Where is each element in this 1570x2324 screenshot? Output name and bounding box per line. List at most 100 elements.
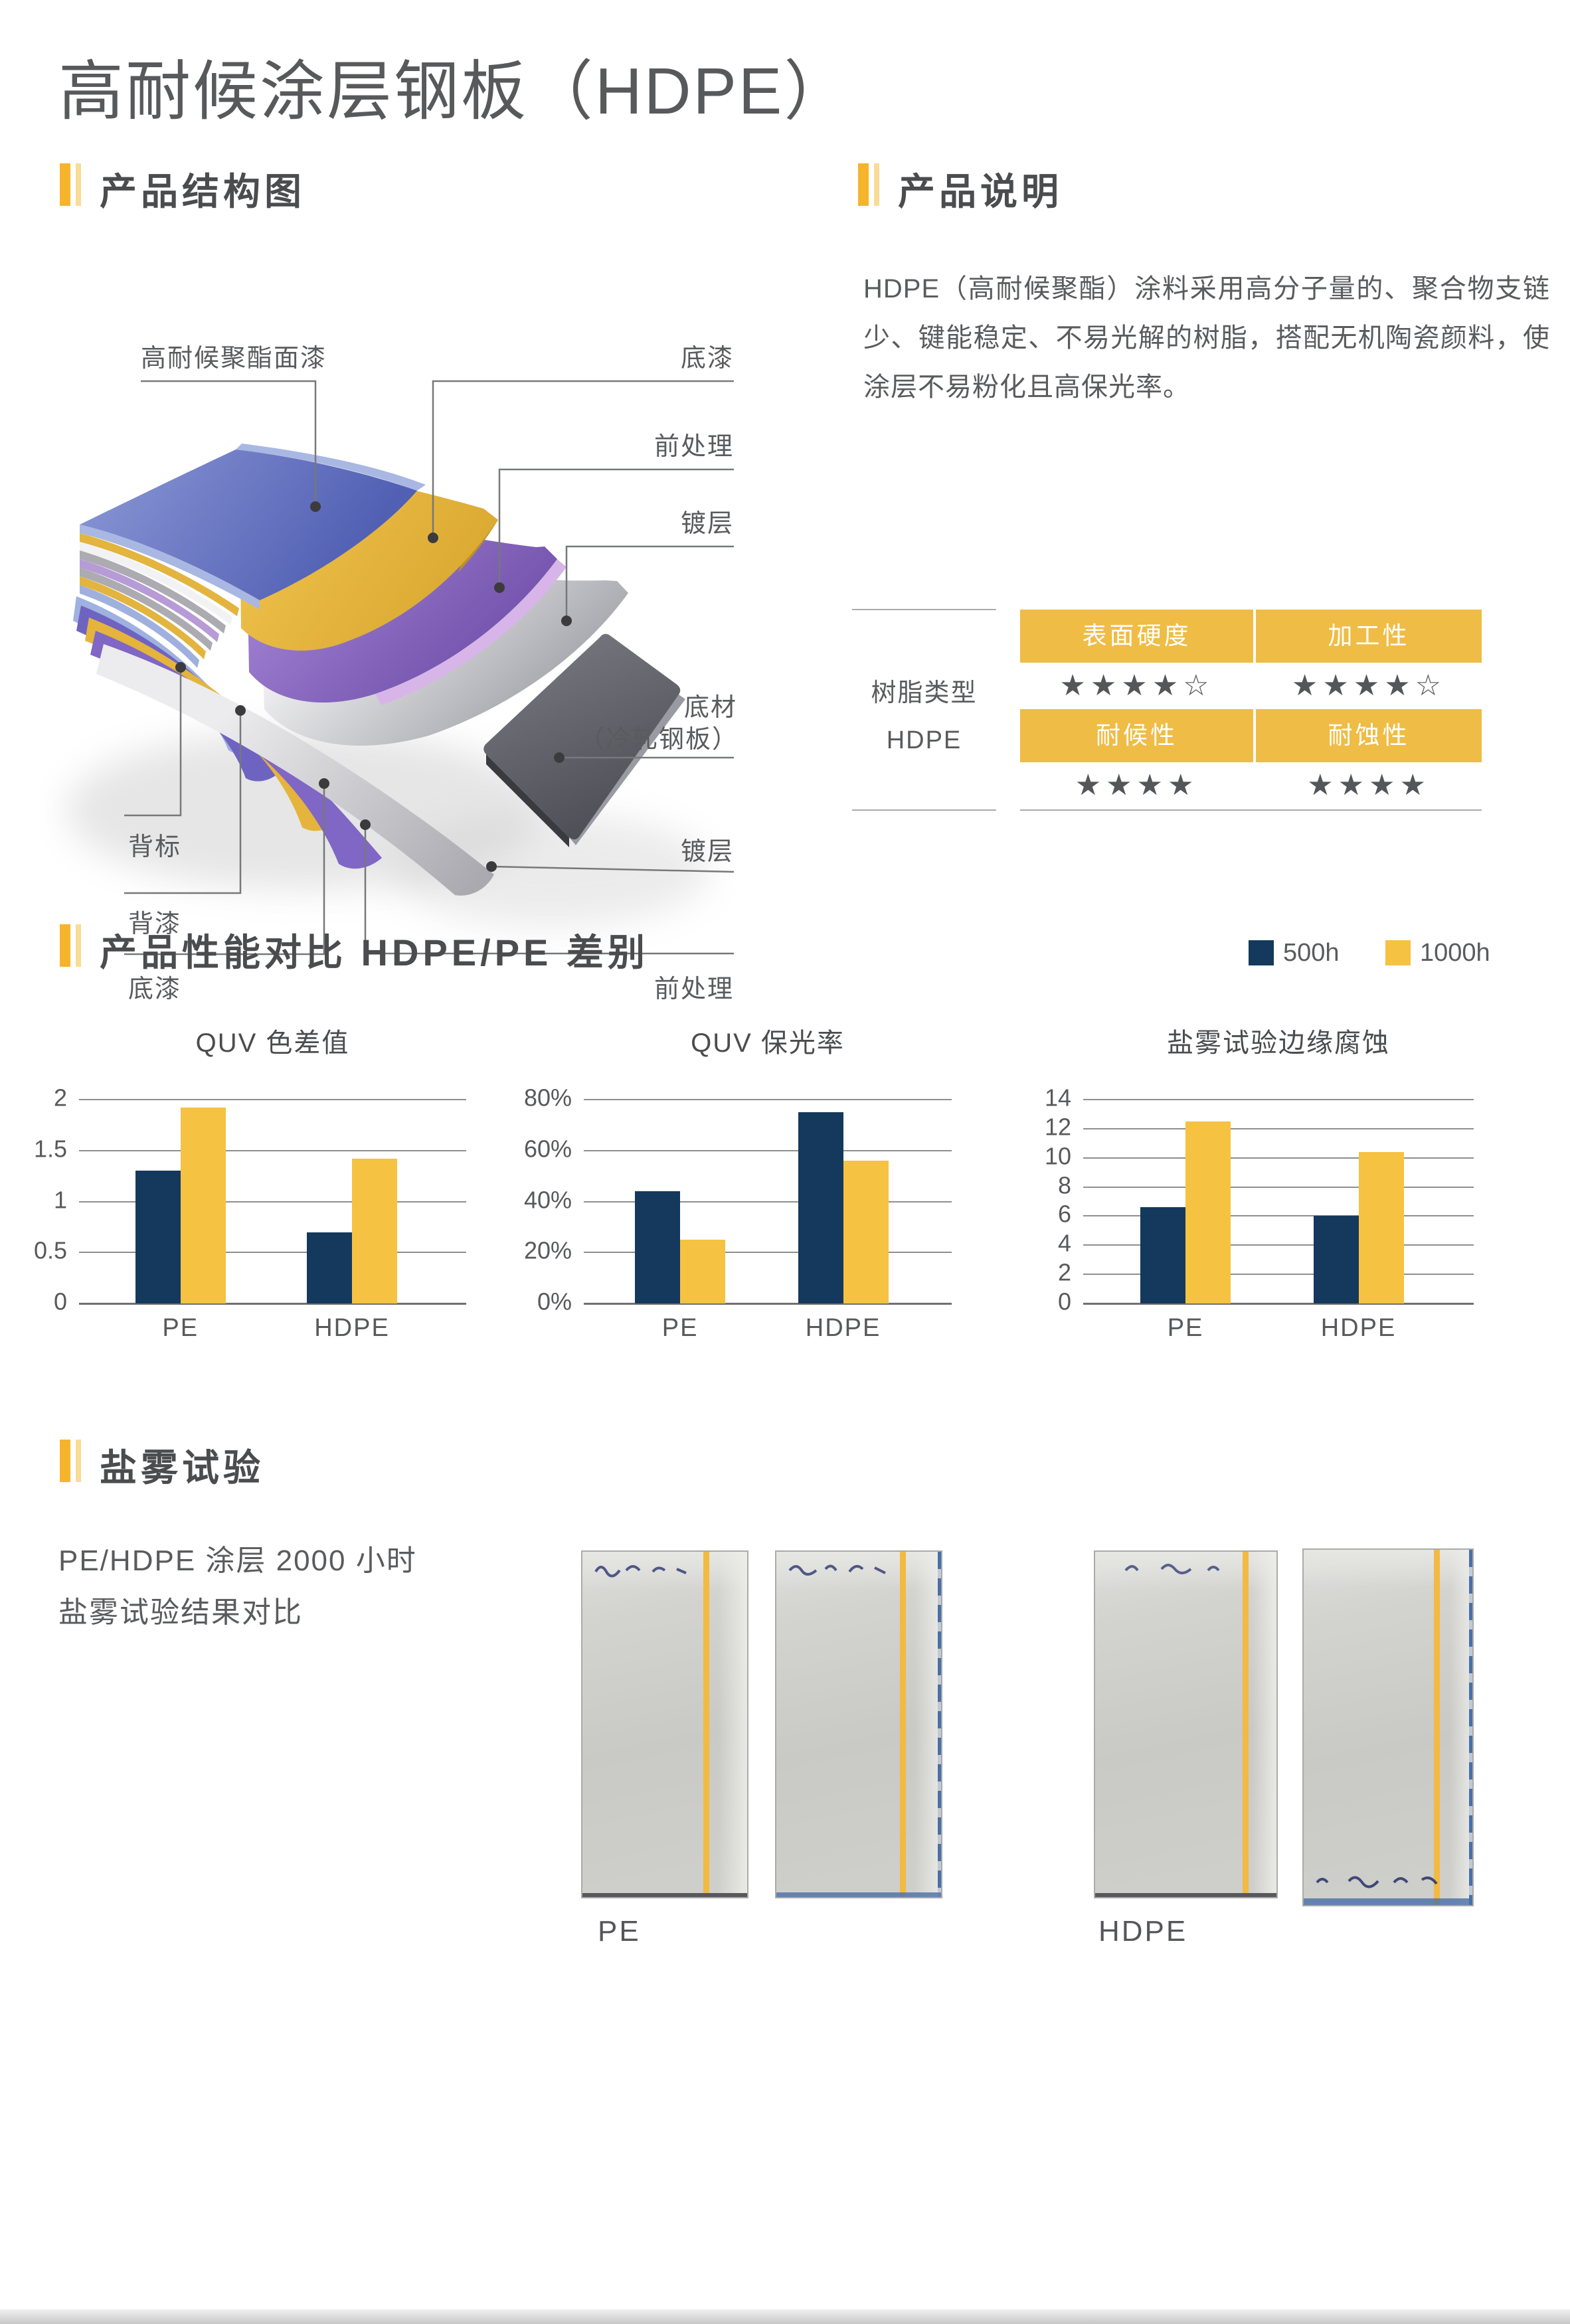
product-description-text: HDPE（高耐候聚酯）涂料采用高分子量的、聚合物支链少、键能稳定、不易光解的树脂…: [863, 274, 1550, 402]
gridline: [79, 1099, 466, 1100]
x-axis-category-label: PE: [661, 1314, 699, 1342]
y-axis-tick-label: 14: [1044, 1084, 1071, 1112]
section-marker-bar: [60, 1440, 70, 1482]
leader-dots: [175, 501, 572, 872]
y-axis-tick-label: 6: [1057, 1200, 1071, 1228]
substrate-edge-dark: [486, 754, 569, 847]
label-back-paint: 背漆: [128, 910, 181, 938]
panel-blue-edge: [1469, 1550, 1472, 1905]
section-performance-title: 产品性能对比 HDPE/PE 差别: [100, 932, 649, 973]
laminate-strip-yellow: [80, 576, 206, 659]
chart-plot-area: 2 1.5 1 0.5 0 PE HDPE: [34, 1084, 466, 1342]
label-substrate-1: 底材: [684, 694, 737, 722]
panel-reflection: [1304, 1550, 1472, 1587]
y-axis-tick-label: 10: [1044, 1142, 1071, 1170]
panel-handwriting: [788, 1564, 886, 1576]
layer-pretreatment-top-edge: [375, 559, 567, 705]
panel-film-edge: [1253, 1552, 1276, 1897]
layer-topcoat-thickness: [80, 525, 260, 610]
section-marker-bar-light: [874, 163, 879, 206]
table-rule-top: [852, 609, 996, 610]
section-marker-bar-light: [76, 1440, 81, 1482]
panel-handwriting: [594, 1565, 687, 1578]
layer-topcoat-curl-edge: [236, 444, 426, 491]
stars-corrosion: ★★★★: [1307, 769, 1431, 801]
y-axis-tick-label: 40%: [523, 1185, 572, 1213]
laminate-strip-gray: [80, 568, 213, 651]
panel-bottom-edge: [1095, 1893, 1276, 1897]
x-axis-category-label: PE: [1167, 1314, 1204, 1342]
y-axis-tick-label: 0: [1057, 1287, 1071, 1315]
stars-weatherability: ★★★★: [1075, 769, 1199, 801]
panel-handwriting: [1124, 1564, 1220, 1574]
y-axis-tick-label: 20%: [523, 1236, 572, 1264]
photo-group-label-pe: PE: [598, 1915, 641, 1948]
laminate-strip-white: [80, 542, 232, 625]
laminate-strip-blue: [80, 585, 199, 668]
bar-PE-500h: [135, 1171, 181, 1303]
property-header-corrosion: 耐蚀性: [1256, 709, 1482, 762]
gridline: [584, 1099, 952, 1100]
test-panel-hdpe-2: [1302, 1548, 1474, 1906]
gridline: [1083, 1274, 1474, 1276]
x-axis-category-label: HDPE: [1320, 1314, 1397, 1342]
test-panel-hdpe-1: [1094, 1550, 1278, 1898]
bar-PE-1000h: [180, 1108, 226, 1303]
label-pretreatment-top: 前处理: [654, 433, 734, 461]
gridline: [1083, 1303, 1474, 1305]
section-salt-spray-title: 盐雾试验: [100, 1447, 264, 1489]
y-axis-tick-label: 0: [53, 1287, 67, 1315]
gridline: [79, 1201, 466, 1203]
panel-yellow-stripe: [703, 1552, 709, 1897]
property-header-processability: 加工性: [1256, 610, 1482, 663]
layer-topcoat-sheet: [80, 450, 417, 600]
bar-HDPE-500h: [1313, 1216, 1359, 1303]
gridline: [1083, 1157, 1474, 1159]
y-axis-tick-label: 4: [1057, 1229, 1071, 1257]
panel-handwriting: [1316, 1876, 1438, 1888]
label-substrate-2: （冷轧钢板）: [579, 726, 739, 754]
x-axis-category-label: PE: [162, 1314, 199, 1342]
resin-type-label: 树脂类型: [871, 679, 978, 707]
y-axis-tick-label: 12: [1044, 1113, 1071, 1141]
caption-line-1: PE/HDPE 涂层 2000 小时: [58, 1544, 417, 1577]
section-salt-spray-header: 盐雾试验: [60, 1438, 525, 1489]
label-pretreatment-bottom: 前处理: [654, 975, 734, 1003]
stars-processability: ★★★★☆: [1291, 669, 1446, 702]
legend-swatch-500h: [1249, 940, 1274, 965]
panel-yellow-stripe: [900, 1552, 906, 1897]
chart-plot-area: 14 12 10 8 6 4 2 0 PE HDPE: [1045, 1084, 1474, 1342]
gridline: [1083, 1244, 1474, 1246]
property-header-weatherability: 耐候性: [1020, 709, 1253, 762]
bar-PE-1000h: [1185, 1121, 1231, 1303]
y-axis-tick-label: 60%: [523, 1135, 572, 1163]
y-axis-tick-label: 8: [1057, 1171, 1071, 1199]
y-axis-tick-label: 2: [1057, 1258, 1071, 1286]
panel-reflection: [776, 1552, 941, 1589]
gridline: [1083, 1127, 1474, 1129]
label-back-mark: 背标: [128, 833, 181, 861]
section-structure-title: 产品结构图: [100, 171, 305, 212]
section-marker-bar: [60, 924, 70, 967]
chart-title: 盐雾试验边缘腐蚀: [1167, 1029, 1390, 1058]
laminate-strip-gray: [80, 550, 226, 633]
label-plating-top: 镀层: [681, 510, 734, 538]
chart-title: QUV 色差值: [195, 1029, 350, 1058]
caption-line-2: 盐雾试验结果对比: [58, 1596, 303, 1629]
gridline: [1083, 1215, 1474, 1217]
section-structure-header: 产品结构图: [60, 162, 392, 212]
layer-plating-bottom-sheet: [96, 644, 494, 896]
y-axis-tick-label: 80%: [523, 1084, 572, 1112]
panel-yellow-stripe: [1243, 1552, 1249, 1897]
table-rule-bottom-left: [852, 809, 996, 811]
chart-title: QUV 保光率: [691, 1029, 845, 1058]
bar-HDPE-1000h: [843, 1161, 889, 1303]
x-axis-category-label: HDPE: [805, 1314, 881, 1342]
structure-diagram: 高耐候聚酯面漆 底漆 前处理 镀层 底材 （冷轧钢板） 镀层 前处理 背标 背漆…: [66, 345, 739, 1003]
panel-bottom-edge: [1304, 1898, 1472, 1905]
y-axis-tick-label: 2: [53, 1084, 67, 1112]
gridline: [79, 1252, 466, 1254]
gridline: [1083, 1186, 1474, 1188]
layer-pretreatment-bottom-sheet: [90, 631, 382, 869]
